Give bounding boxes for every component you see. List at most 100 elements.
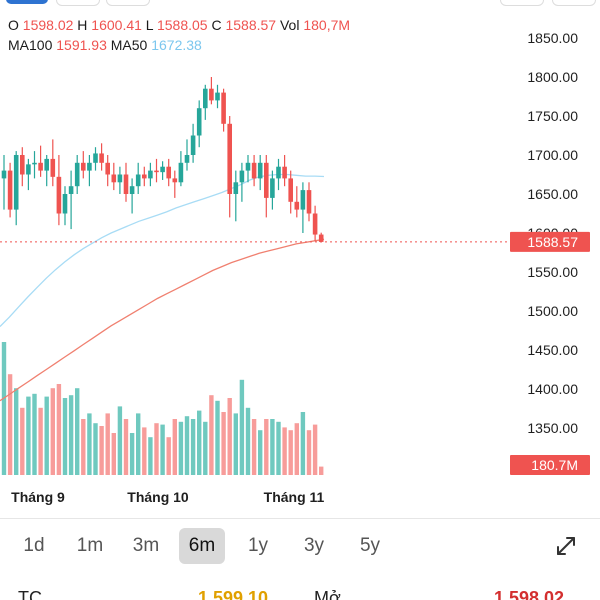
candle <box>117 166 123 194</box>
last-price-badge <box>510 231 590 252</box>
low-value: 1588.05 <box>156 17 208 33</box>
candle <box>306 182 312 222</box>
candle <box>154 158 159 183</box>
candle <box>196 100 202 148</box>
candle-body <box>190 135 196 155</box>
volume-bar <box>62 398 68 475</box>
y-tick-label: 1700.00 <box>527 147 578 163</box>
volume-bar <box>172 419 177 475</box>
candle-body <box>251 162 257 179</box>
ma100-label: MA100 <box>8 37 53 53</box>
candle-body <box>123 174 129 194</box>
candle <box>1 155 7 210</box>
candle <box>264 155 269 218</box>
ma100-value: 1591.93 <box>56 37 107 53</box>
range-3m-button[interactable]: 3m <box>132 535 160 556</box>
candle <box>38 145 43 177</box>
candle-body <box>135 174 141 187</box>
high-label: H <box>77 17 88 33</box>
volume-bar <box>239 379 245 475</box>
range-1y-button[interactable]: 1y <box>247 535 269 556</box>
volume-badge <box>510 455 590 475</box>
y-tick-label: 1550.00 <box>527 264 578 280</box>
candle-body <box>62 194 68 214</box>
candle <box>215 84 220 109</box>
volume-bar <box>312 424 318 475</box>
candle-body <box>1 170 7 179</box>
y-tick-label: 1850.00 <box>527 30 578 46</box>
candle <box>257 155 263 191</box>
candle <box>245 155 251 183</box>
volume-bar <box>197 410 202 475</box>
y-tick-label: 1650.00 <box>527 186 578 202</box>
candle-body <box>257 162 263 179</box>
volume-bar <box>111 433 116 475</box>
range-1d-button[interactable]: 1d <box>23 535 45 556</box>
candle-body <box>111 174 117 183</box>
range-1m-button[interactable]: 1m <box>76 535 104 556</box>
volume-bar <box>117 406 123 475</box>
volume-bar <box>1 342 7 475</box>
volume-bar <box>75 388 80 475</box>
open-price: 1,598.02 <box>494 588 565 600</box>
candle <box>203 84 208 120</box>
candle-body <box>13 155 19 210</box>
candle <box>135 162 141 194</box>
volume-bar <box>68 395 74 475</box>
volume-badge-label: 180.7M <box>531 457 578 473</box>
candle-body <box>221 92 226 124</box>
candle <box>178 151 184 187</box>
candle-body <box>184 155 190 163</box>
candle <box>312 205 318 241</box>
volume-bar <box>166 437 171 475</box>
candle <box>318 232 324 243</box>
candle <box>87 155 92 187</box>
volume-bar <box>148 437 153 475</box>
volume-bar <box>14 388 19 475</box>
ma50-label: MA50 <box>110 37 148 53</box>
candle-body <box>38 162 43 171</box>
volume-bar <box>319 466 324 475</box>
range-6m-button[interactable]: 6m <box>179 528 225 564</box>
volume-bar <box>190 419 196 475</box>
candle-body <box>87 162 92 171</box>
candle <box>129 178 135 214</box>
volume-bar <box>203 421 208 475</box>
candle-body <box>26 164 31 175</box>
volume-bar <box>282 427 287 475</box>
expand-icon[interactable] <box>550 530 582 562</box>
candle-body <box>99 153 104 163</box>
ma50-value: 1672.38 <box>151 37 202 53</box>
price-chart[interactable]: 1850.00 1800.00 1750.00 1700.00 1650.00 1600.… <box>0 0 600 520</box>
candle <box>148 162 153 187</box>
volume-value: 180,7M <box>303 17 351 33</box>
range-selector: 1d 1m 3m 6m 1y 3y 5y <box>11 528 586 564</box>
candle <box>81 151 86 179</box>
range-5y-button[interactable]: 5y <box>359 535 381 556</box>
candle-body <box>294 201 300 210</box>
candle-body <box>7 170 13 210</box>
candle <box>68 170 74 230</box>
candle <box>227 116 232 218</box>
volume-bar <box>209 395 214 475</box>
candle-body <box>160 166 165 173</box>
candle <box>233 170 239 222</box>
candle-body <box>166 166 171 179</box>
range-3y-button[interactable]: 3y <box>303 535 325 556</box>
reference-price: 1,599.10 <box>198 588 269 600</box>
divider <box>0 518 600 519</box>
candle-body <box>105 162 110 175</box>
volume-bar <box>105 413 110 475</box>
close-label: C <box>211 17 222 33</box>
volume-bar <box>294 423 299 475</box>
ma50-line <box>0 173 325 328</box>
candle <box>166 158 171 187</box>
volume-bar <box>264 419 269 475</box>
candle <box>270 170 275 210</box>
candle <box>93 147 98 171</box>
candle-body <box>233 182 239 194</box>
volume-bar <box>32 393 37 475</box>
candle <box>300 182 306 233</box>
top-tab-fragment[interactable] <box>6 0 48 4</box>
y-tick-label: 1450.00 <box>527 342 578 358</box>
